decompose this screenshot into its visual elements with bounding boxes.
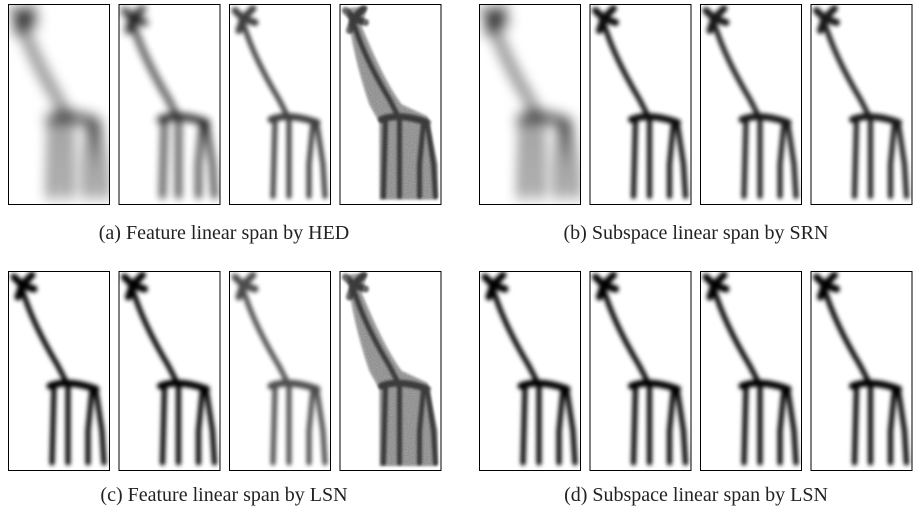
result-panel (589, 271, 692, 471)
result-panel (810, 271, 913, 471)
panel-border (8, 271, 110, 471)
caption: (d) Subspace linear span by LSN (564, 484, 828, 506)
panel-border (589, 4, 692, 205)
result-panel (589, 4, 692, 205)
panel-border (229, 4, 331, 205)
panel-border (479, 271, 581, 471)
result-panel (118, 271, 221, 471)
result-panel (229, 271, 331, 471)
result-panel (700, 271, 802, 471)
result-panel (479, 271, 581, 471)
result-panel (810, 4, 913, 205)
result-panel (479, 4, 581, 205)
panel-border (339, 4, 442, 205)
panel-border (339, 271, 442, 471)
result-panel (339, 4, 442, 205)
result-panel (8, 4, 110, 205)
panel-border (229, 271, 331, 471)
caption: (b) Subspace linear span by SRN (564, 222, 829, 244)
panel-border (118, 271, 221, 471)
panel-border (589, 271, 692, 471)
result-panel (8, 271, 110, 471)
panel-border (700, 4, 802, 205)
panel-border (810, 4, 913, 205)
caption: (a) Feature linear span by HED (99, 222, 349, 244)
result-panel (118, 4, 221, 205)
panels (8, 4, 913, 471)
panel-border (479, 4, 581, 205)
panel-border (8, 4, 110, 205)
result-panel (700, 4, 802, 205)
panel-border (118, 4, 221, 205)
result-panel (339, 271, 442, 471)
result-panel (229, 4, 331, 205)
panel-border (810, 271, 913, 471)
panel-border (700, 271, 802, 471)
caption: (c) Feature linear span by LSN (100, 484, 347, 506)
